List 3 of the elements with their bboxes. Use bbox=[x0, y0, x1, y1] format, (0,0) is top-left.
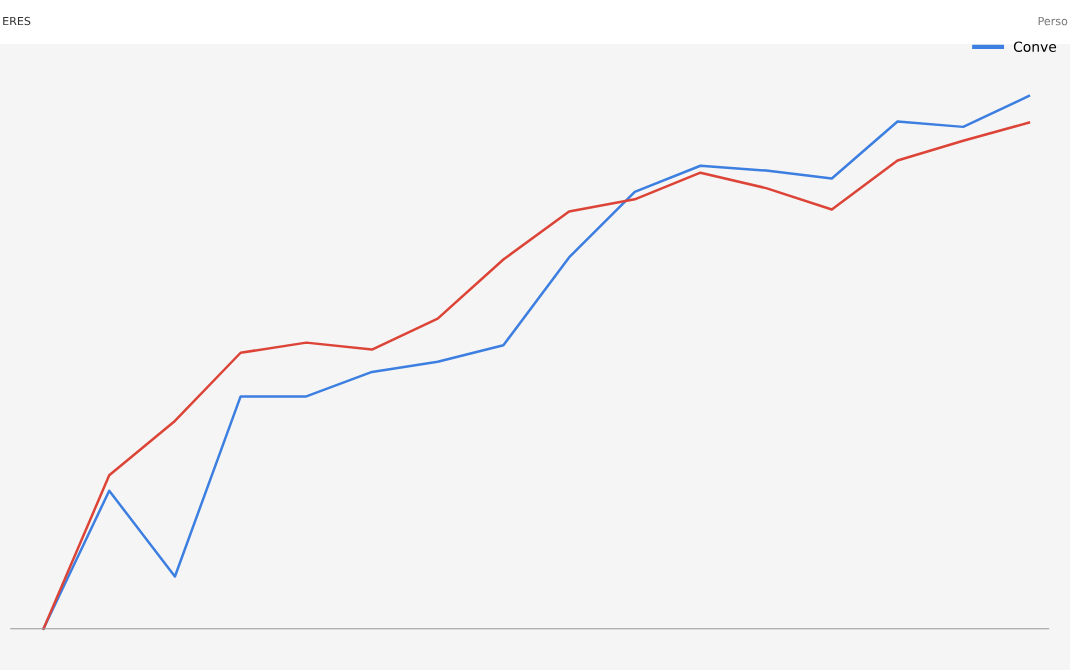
text: Perso bbox=[1038, 16, 1068, 26]
text: ERES bbox=[3, 16, 31, 26]
legend-label: Conve bbox=[1013, 41, 1057, 52]
